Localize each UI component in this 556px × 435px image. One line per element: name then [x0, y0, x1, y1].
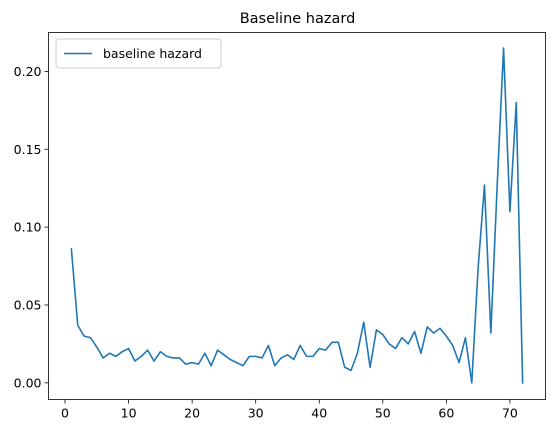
legend: baseline hazard: [55, 38, 222, 69]
y-tick-label: 0.20: [14, 64, 42, 79]
legend-box: [55, 38, 222, 69]
series-line-0: [70, 47, 524, 384]
y-tick-label: 0.15: [14, 142, 42, 157]
y-tick-label: 0.05: [14, 297, 42, 312]
x-tick-label: 70: [502, 406, 518, 421]
x-tick-label: 50: [375, 406, 391, 421]
legend-label-baseline-hazard: baseline hazard: [103, 46, 202, 61]
x-tick-label: 0: [61, 406, 69, 421]
plot-area: [70, 47, 524, 384]
x-tick-label: 30: [248, 406, 264, 421]
x-tick-label: 10: [121, 406, 137, 421]
axes-frame: [48, 32, 546, 400]
x-axis-ticks: 0 10 20 30 40 50 60 70: [61, 399, 518, 421]
y-axis-ticks: 0.00 0.05 0.10 0.15 0.20: [14, 64, 49, 390]
x-tick-label: 40: [311, 406, 327, 421]
y-tick-label: 0.10: [14, 220, 42, 235]
y-tick-label: 0.00: [14, 375, 42, 390]
x-tick-label: 20: [184, 406, 200, 421]
chart-title: Baseline hazard: [240, 11, 356, 27]
x-tick-label: 60: [438, 406, 454, 421]
